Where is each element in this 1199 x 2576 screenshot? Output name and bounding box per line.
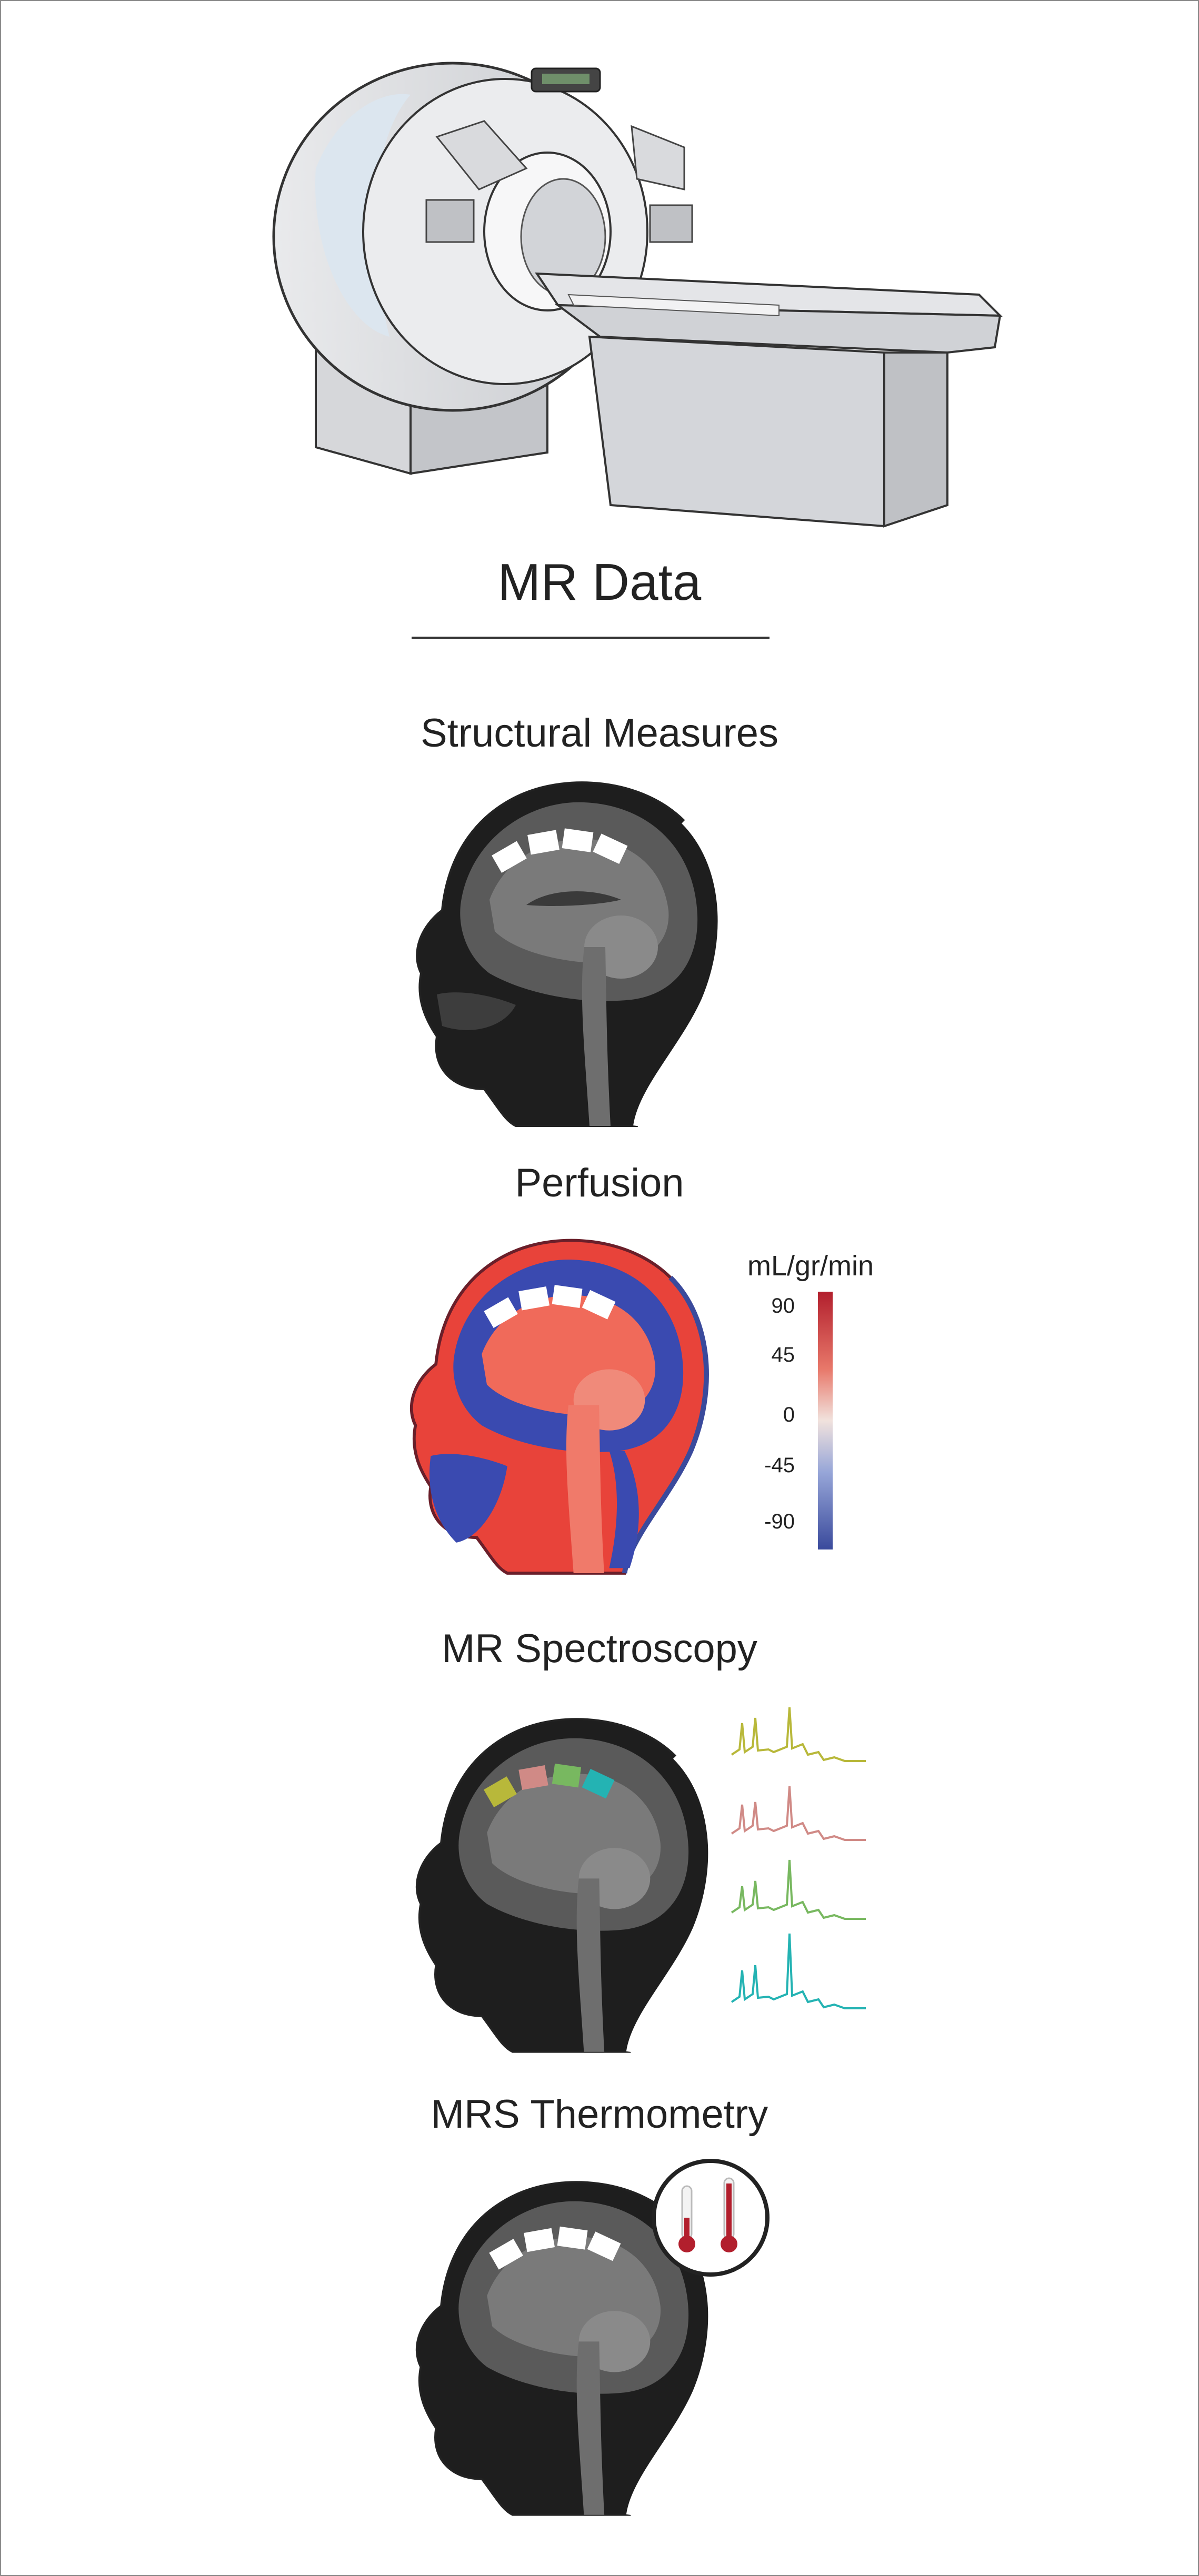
legend-tick: 90	[771, 1294, 795, 1317]
legend-tick: -45	[764, 1454, 795, 1477]
section-title-perfusion: Perfusion	[515, 1161, 684, 1205]
head-thermometry-icon	[415, 2181, 715, 2516]
page-title: MR Data	[497, 553, 702, 611]
perfusion-colorbar	[818, 1292, 833, 1549]
mri-scanner-icon	[272, 62, 1003, 528]
head-perfusion-map	[409, 1239, 709, 1575]
head-spectroscopy-icon	[415, 1718, 715, 2053]
thermometer-icon	[652, 2159, 770, 2277]
legend-tick: 45	[771, 1343, 795, 1366]
section-title-structural: Structural Measures	[420, 711, 779, 756]
section-title-thermometry: MRS Thermometry	[431, 2092, 768, 2137]
head-sagittal-icon	[416, 781, 725, 1127]
legend-tick: 0	[783, 1403, 795, 1426]
legend-unit-label: mL/gr/min	[747, 1250, 874, 1282]
spectra-plot	[731, 1707, 866, 2009]
legend-tick: -90	[764, 1510, 795, 1533]
title-underline	[412, 637, 770, 639]
section-title-spectroscopy: MR Spectroscopy	[442, 1626, 757, 1671]
